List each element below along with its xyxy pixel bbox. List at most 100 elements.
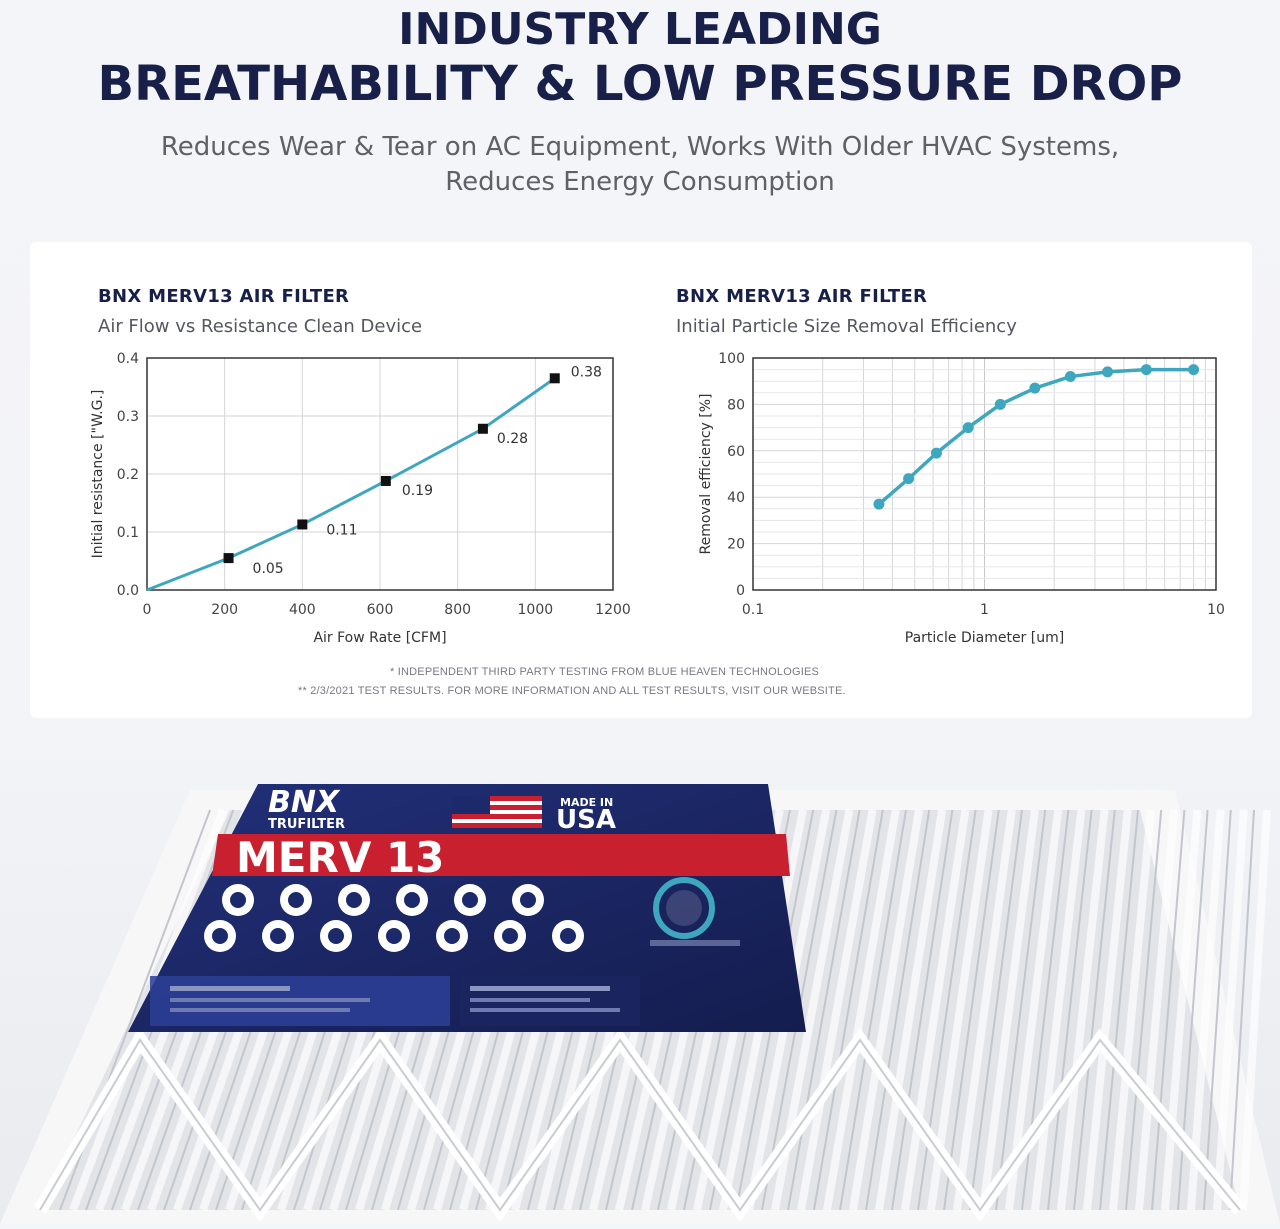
page-subtitle: Reduces Wear & Tear on AC Equipment, Wor…: [0, 130, 1280, 200]
x-tick-label: 0.1: [742, 602, 764, 618]
feature-icon-inner: [520, 892, 536, 908]
pleat-highlight: [1109, 809, 1155, 1211]
feature-icon-inner: [560, 928, 576, 944]
data-point: [549, 373, 560, 384]
filter-illustration: BNX TRUFILTER MADE IN USA MERV 13: [0, 784, 1280, 1224]
pleat-highlight: [1187, 809, 1225, 1211]
headline-line-1: INDUSTRY LEADING: [398, 4, 882, 55]
plot-frame: [752, 357, 1217, 591]
y-tick-label: 60: [727, 444, 745, 460]
footnote-1: * INDEPENDENT THIRD PARTY TESTING FROM B…: [390, 666, 820, 678]
product-label: BNX TRUFILTER MADE IN USA MERV 13: [128, 784, 806, 1032]
y-tick-label: 0.2: [117, 467, 139, 483]
pleat-line: [1229, 809, 1255, 1211]
x-tick-label: 1200: [595, 602, 630, 618]
chart1-subtitle: Air Flow vs Resistance Clean Device: [98, 316, 423, 337]
pleat-line: [1099, 809, 1139, 1211]
data-label: 0.38: [571, 364, 602, 380]
subtitle-line-2: Reduces Energy Consumption: [445, 167, 835, 197]
data-point: [994, 398, 1006, 410]
x-axis-label: Air Fow Rate [CFM]: [313, 630, 446, 646]
x-tick-label: 600: [367, 602, 394, 618]
made-in-text: MADE IN: [560, 796, 613, 809]
x-axis-label: Particle Diameter [um]: [905, 630, 1064, 646]
pleat-highlight: [1083, 809, 1132, 1211]
pleat-highlight: [979, 809, 1039, 1211]
pleat-line: [1125, 809, 1163, 1211]
y-tick-label: 100: [718, 351, 745, 367]
x-tick-label: 800: [444, 602, 471, 618]
data-point: [1102, 366, 1114, 378]
data-label: 0.11: [326, 522, 357, 538]
data-point: [1029, 382, 1041, 394]
data-point: [223, 553, 234, 564]
x-tick-label: 10: [1207, 602, 1225, 618]
chart2-title: BNX MERV13 AIR FILTER: [676, 286, 928, 307]
pleat-highlight: [1213, 809, 1248, 1211]
x-tick-label: 200: [211, 602, 238, 618]
data-point: [1140, 364, 1152, 376]
feature-icon-inner: [462, 892, 478, 908]
series-line: [146, 377, 556, 592]
y-tick-label: 80: [727, 397, 745, 413]
data-point: [930, 447, 942, 459]
pleat-line: [865, 809, 931, 1211]
feature-icon-inner: [270, 928, 286, 944]
product-image: BNX TRUFILTER MADE IN USA MERV 13: [0, 740, 1280, 1224]
feature-icon-inner: [346, 892, 362, 908]
pleat-line: [1047, 809, 1093, 1211]
brand-logo: BNX: [268, 785, 341, 820]
x-tick-label: 1: [980, 602, 989, 618]
feature-icon-inner: [288, 892, 304, 908]
feature-icon-inner: [502, 928, 518, 944]
y-tick-label: 20: [727, 537, 745, 553]
pleat-line: [891, 809, 954, 1211]
feature-icon-inner: [444, 928, 460, 944]
data-point: [380, 475, 391, 486]
pleat-highlight: [953, 809, 1016, 1211]
resistance-chart: 0 200 400 600 800 1000 1200 0.0 0.1 0.2 0.3 0.4 0.05…: [90, 351, 630, 646]
us-flag-icon: [452, 796, 542, 828]
y-axis-label: Initial resistance ["W.G.]: [90, 390, 106, 559]
y-tick-label: 0.0: [117, 583, 139, 599]
data-point: [477, 423, 488, 434]
headline-line-2: BREATHABILITY & LOW PRESSURE DROP: [97, 56, 1183, 112]
pleat-line: [1073, 809, 1116, 1211]
series-line: [877, 367, 1194, 506]
pleat-line: [787, 809, 861, 1211]
merv-rating: MERV 13: [236, 833, 444, 882]
y-axis-label: Removal efficiency [%]: [698, 394, 714, 555]
page-headline: INDUSTRY LEADING BREATHABILITY & LOW PRE…: [0, 4, 1280, 113]
label-icon-grid: [204, 884, 584, 952]
duration-badge-icon: [653, 877, 715, 939]
y-tick-label: 0.1: [117, 525, 139, 541]
pleat-line: [995, 809, 1047, 1211]
chart1-title: BNX MERV13 AIR FILTER: [98, 286, 350, 307]
data-point: [903, 473, 915, 485]
feature-icon-inner: [328, 928, 344, 944]
x-tick-label: 1000: [518, 602, 554, 618]
feature-icon-inner: [404, 892, 420, 908]
data-point: [1188, 364, 1200, 376]
pleat-highlight: [797, 809, 877, 1211]
charts-panel: BNX MERV13 AIR FILTER Air Flow vs Resist…: [30, 242, 1252, 718]
y-tick-label: 0.3: [117, 409, 139, 425]
brand-subtitle: TRUFILTER: [268, 817, 345, 832]
y-tick-label: 0.4: [117, 351, 139, 367]
pleat-line: [1203, 809, 1232, 1211]
chart2-subtitle: Initial Particle Size Removal Efficiency: [676, 316, 1017, 337]
pleat-highlight: [1031, 809, 1086, 1211]
data-point: [962, 422, 974, 434]
pleat-line: [943, 809, 1000, 1211]
feature-icon-inner: [386, 928, 402, 944]
data-point: [1064, 371, 1076, 383]
pleat-highlight: [875, 809, 947, 1211]
efficiency-chart: 0 20 40 60 80 100 0.1 1 10 Particle Diameter [um]…: [698, 351, 1225, 646]
data-label: 0.19: [402, 483, 433, 499]
pleat-highlight: [823, 809, 900, 1211]
data-point: [297, 519, 308, 530]
data-point: [873, 498, 885, 510]
pleat-highlight: [1135, 809, 1179, 1211]
subtitle-line-1: Reduces Wear & Tear on AC Equipment, Wor…: [160, 132, 1120, 162]
pleat-highlight: [901, 809, 970, 1211]
